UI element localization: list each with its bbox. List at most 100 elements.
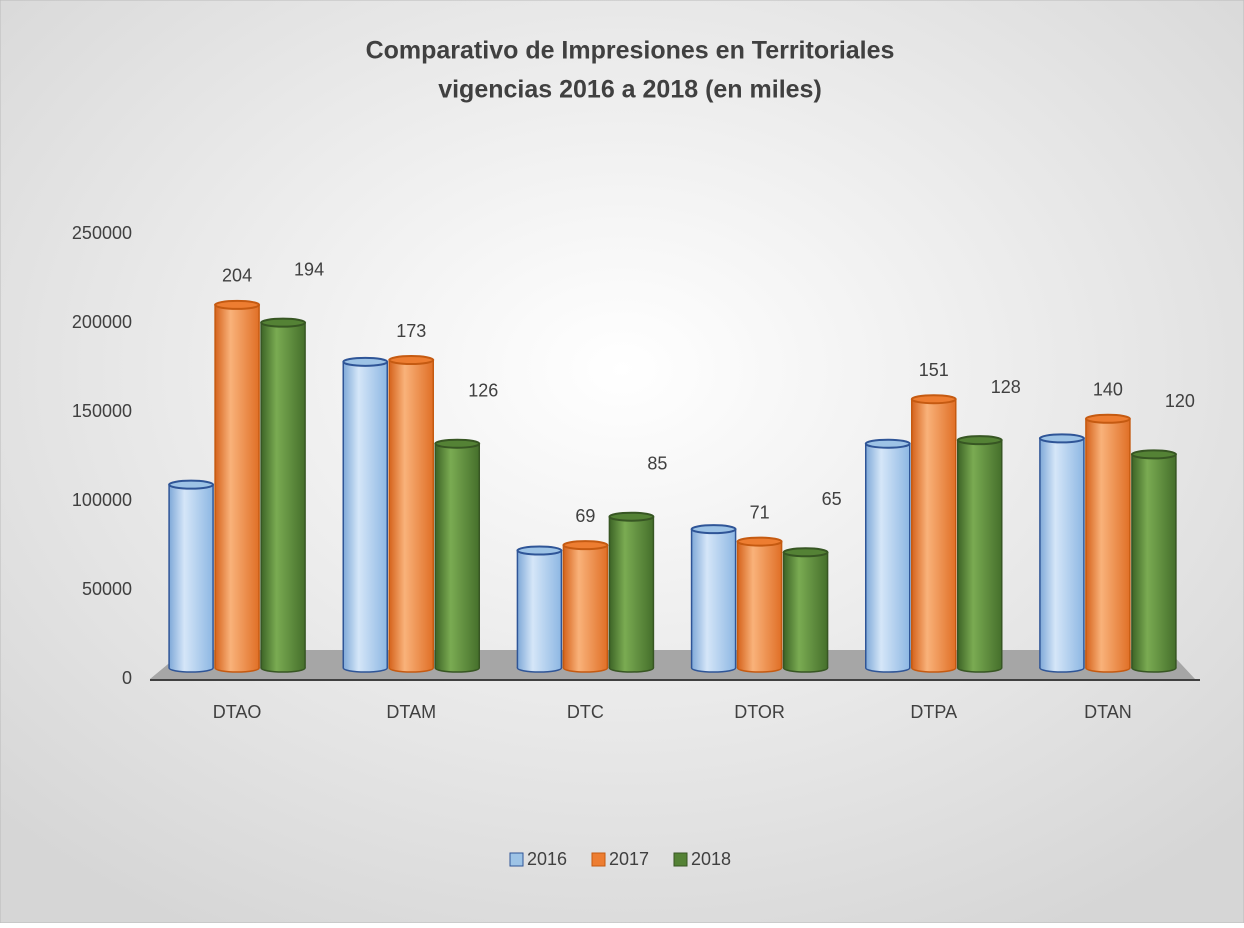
bar bbox=[516, 545, 563, 673]
bar-part bbox=[865, 443, 910, 668]
bar-part bbox=[782, 547, 829, 558]
bar-part bbox=[516, 550, 563, 668]
bar-part bbox=[864, 438, 911, 449]
floor bbox=[150, 650, 1195, 679]
legend-swatch bbox=[673, 852, 688, 867]
y-tick-label: 100000 bbox=[72, 490, 132, 510]
y-tick-label: 50000 bbox=[82, 579, 132, 599]
data-label: 126 bbox=[468, 380, 498, 400]
bar-part bbox=[865, 443, 911, 668]
bar bbox=[562, 540, 609, 673]
data-label: 120 bbox=[1165, 391, 1195, 411]
y-tick-label: 200000 bbox=[72, 312, 132, 332]
data-label: 65 bbox=[822, 489, 842, 509]
bar-part bbox=[388, 360, 434, 668]
bar-part bbox=[911, 399, 956, 668]
bar-part bbox=[516, 545, 563, 556]
data-label: 140 bbox=[1093, 380, 1123, 400]
y-tick-label: 250000 bbox=[72, 223, 132, 243]
bar-part bbox=[389, 360, 434, 668]
bar bbox=[782, 547, 829, 673]
bar bbox=[608, 511, 655, 673]
data-label: 204 bbox=[222, 266, 252, 286]
bar-part bbox=[782, 552, 829, 668]
bar-part bbox=[517, 550, 562, 668]
bar-part bbox=[434, 443, 480, 668]
bar-part bbox=[435, 443, 480, 668]
bar-part bbox=[956, 435, 1003, 446]
bar-part bbox=[1038, 433, 1085, 444]
bar-part bbox=[910, 394, 957, 405]
legend-label: 2016 bbox=[527, 849, 567, 869]
bar-part bbox=[736, 541, 783, 668]
legend-swatch bbox=[509, 852, 524, 867]
data-label: 69 bbox=[575, 506, 595, 526]
bar-part bbox=[214, 304, 260, 668]
bar bbox=[956, 435, 1003, 673]
bar-part bbox=[388, 355, 435, 366]
bar-part bbox=[342, 361, 388, 668]
y-tick-label: 0 bbox=[122, 668, 132, 688]
bar bbox=[214, 299, 261, 673]
bar-part bbox=[168, 479, 215, 490]
x-tick-label: DTPA bbox=[910, 702, 957, 722]
bar-part bbox=[169, 484, 214, 668]
bar-part bbox=[260, 322, 306, 668]
bar-part bbox=[562, 545, 609, 668]
bar-part bbox=[783, 552, 828, 668]
data-label: 85 bbox=[647, 453, 667, 473]
bar-part bbox=[1130, 449, 1177, 460]
bar-part bbox=[736, 536, 783, 547]
bar bbox=[1038, 433, 1085, 673]
bar-part bbox=[1131, 454, 1176, 668]
x-tick-label: DTOR bbox=[734, 702, 785, 722]
bar bbox=[1130, 449, 1177, 673]
legend-label: 2017 bbox=[609, 849, 649, 869]
bar-part bbox=[1039, 438, 1085, 668]
x-tick-label: DTAM bbox=[386, 702, 436, 722]
bar-part bbox=[434, 438, 481, 449]
bar bbox=[260, 317, 307, 673]
bar bbox=[1084, 413, 1131, 673]
data-label: 194 bbox=[294, 259, 324, 279]
data-label: 71 bbox=[750, 502, 770, 522]
bar bbox=[342, 356, 389, 673]
bar-part bbox=[957, 440, 1002, 668]
bar-part bbox=[957, 440, 1003, 668]
data-label: 173 bbox=[396, 321, 426, 341]
bar-part bbox=[608, 511, 655, 522]
bar-part bbox=[260, 317, 307, 328]
bar bbox=[736, 536, 783, 673]
bar-part bbox=[1131, 454, 1177, 668]
data-label: 128 bbox=[991, 377, 1021, 397]
bar bbox=[434, 438, 481, 673]
bar-part bbox=[737, 541, 782, 668]
bar-part bbox=[343, 361, 388, 668]
y-tick-label: 150000 bbox=[72, 401, 132, 421]
bar bbox=[388, 355, 435, 673]
bar-part bbox=[911, 399, 957, 668]
x-tick-label: DTAN bbox=[1084, 702, 1132, 722]
bar-part bbox=[690, 529, 737, 668]
chart-title: Comparativo de Impresiones en Territoria… bbox=[366, 37, 895, 65]
chart-subtitle: vigencias 2016 a 2018 (en miles) bbox=[438, 76, 822, 104]
bar-part bbox=[342, 356, 389, 367]
bar-part bbox=[563, 545, 608, 668]
bar-part bbox=[609, 516, 654, 668]
bar-part bbox=[1085, 418, 1130, 668]
x-tick-label: DTAO bbox=[213, 702, 262, 722]
bar-part bbox=[608, 516, 655, 668]
data-label: 151 bbox=[919, 360, 949, 380]
bar bbox=[690, 524, 737, 673]
bar-part bbox=[215, 304, 260, 668]
bar-part bbox=[214, 299, 261, 310]
bar-part bbox=[691, 529, 736, 668]
bar-part bbox=[1085, 418, 1131, 668]
bar-part bbox=[690, 524, 737, 535]
bar bbox=[864, 438, 911, 673]
bar bbox=[910, 394, 957, 673]
x-tick-label: DTC bbox=[567, 702, 604, 722]
bar-part bbox=[1084, 413, 1131, 424]
